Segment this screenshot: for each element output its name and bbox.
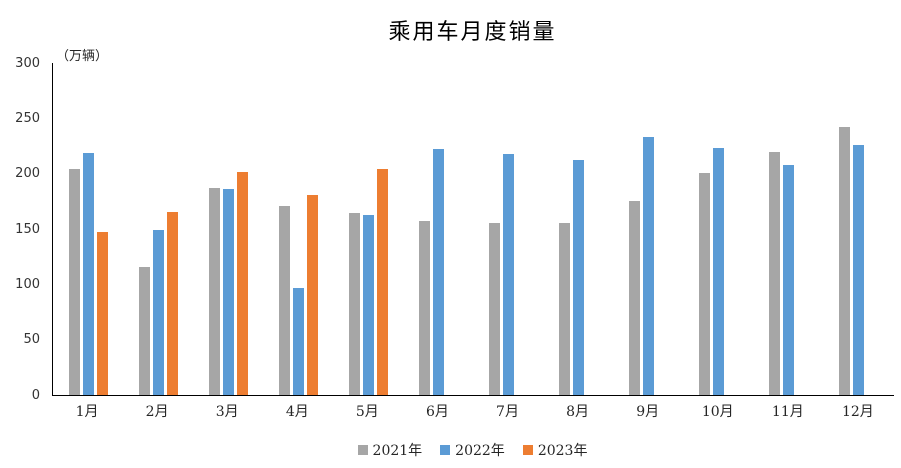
bar-2022年-4月 (292, 288, 304, 395)
bar-group-8月 (544, 63, 614, 395)
y-tick-label: 150 (15, 221, 40, 237)
bar-2022年-8月 (573, 159, 585, 395)
bar-group-1月 (53, 63, 123, 395)
legend-swatch-icon (357, 445, 368, 455)
plot-area (52, 63, 894, 396)
legend-swatch-icon (522, 445, 533, 455)
bar-2021年-3月 (208, 187, 220, 395)
bar-2022年-7月 (503, 154, 514, 395)
bar-2022年-3月 (222, 188, 234, 395)
x-axis-labels: 1月 2月 3月 4月 5月 6月 7月 8月 9月 10月 11月 12月 (52, 401, 893, 421)
bar-2023年-1月 (96, 232, 108, 395)
x-axis-label-8月: 8月 (566, 404, 590, 420)
legend-label: 2022年 (455, 443, 505, 459)
legend-item-2023年: 2023年 (522, 440, 588, 460)
bar-group-12月 (824, 63, 894, 395)
legend-label: 2023年 (537, 443, 588, 459)
bar-2021年-11月 (769, 152, 781, 395)
y-tick-label: 300 (15, 55, 40, 71)
y-tick-label: 200 (15, 166, 40, 182)
legend-swatch-icon (440, 445, 451, 455)
x-axis-label-1月: 1月 (75, 404, 99, 420)
x-axis-label-4月: 4月 (285, 404, 309, 420)
y-axis-tick-labels: 0 50 100 150 200 250 300 (0, 56, 45, 403)
bar-2021年-2月 (138, 267, 150, 395)
x-axis-label-5月: 5月 (355, 404, 379, 420)
bar-group-9月 (614, 63, 684, 395)
x-axis-label-9月: 9月 (636, 404, 660, 420)
bar-2022年-1月 (82, 153, 94, 395)
bar-groups (53, 63, 894, 395)
bar-group-7月 (473, 63, 543, 395)
bar-2021年-10月 (699, 172, 711, 395)
bar-2021年-4月 (278, 206, 290, 395)
bar-2023年-5月 (376, 169, 388, 395)
bar-2022年-9月 (643, 136, 655, 395)
x-axis-label-11月: 11月 (771, 404, 804, 420)
bar-group-10月 (684, 63, 754, 395)
bar-2022年-11月 (783, 165, 795, 395)
y-tick-label: 100 (15, 276, 40, 292)
legend-label: 2021年 (372, 443, 423, 459)
legend-item-2022年: 2022年 (440, 440, 505, 460)
bar-2021年-12月 (839, 126, 851, 395)
y-tick-label: 50 (23, 332, 40, 348)
bar-2023年-4月 (306, 194, 318, 395)
bar-group-2月 (123, 63, 193, 395)
x-axis-label-2月: 2月 (145, 404, 169, 420)
x-axis-label-7月: 7月 (496, 404, 519, 420)
bar-2022年-5月 (362, 215, 374, 395)
y-tick-label: 250 (15, 110, 40, 126)
y-tick-label: 0 (31, 387, 40, 403)
bar-group-5月 (333, 63, 403, 395)
x-axis-label-3月: 3月 (215, 404, 239, 420)
legend: 2021年 2022年 2023年 (52, 440, 893, 460)
bar-2021年-9月 (629, 201, 641, 395)
bar-2022年-12月 (853, 144, 865, 395)
x-axis-label-6月: 6月 (425, 404, 449, 420)
bar-2021年-7月 (489, 223, 500, 395)
bar-2022年-10月 (713, 148, 725, 395)
x-axis-label-12月: 12月 (841, 404, 874, 420)
bar-2021年-8月 (559, 223, 571, 395)
x-axis-label-10月: 10月 (701, 404, 734, 420)
bar-2023年-2月 (166, 212, 178, 395)
bar-2023年-3月 (236, 171, 248, 395)
bar-2021年-6月 (418, 221, 430, 395)
bar-2021年-5月 (348, 212, 360, 395)
bar-2022年-6月 (432, 149, 444, 395)
legend-item-2021年: 2021年 (357, 440, 423, 460)
y-axis-unit-label: （万辆） (56, 49, 109, 64)
bar-2021年-1月 (68, 168, 80, 395)
bar-group-3月 (193, 63, 263, 395)
bar-group-11月 (754, 63, 824, 395)
chart-title: 乘用车月度销量 (388, 20, 557, 45)
bar-2022年-2月 (152, 230, 164, 395)
bar-group-6月 (403, 63, 473, 395)
bar-group-4月 (263, 63, 333, 395)
